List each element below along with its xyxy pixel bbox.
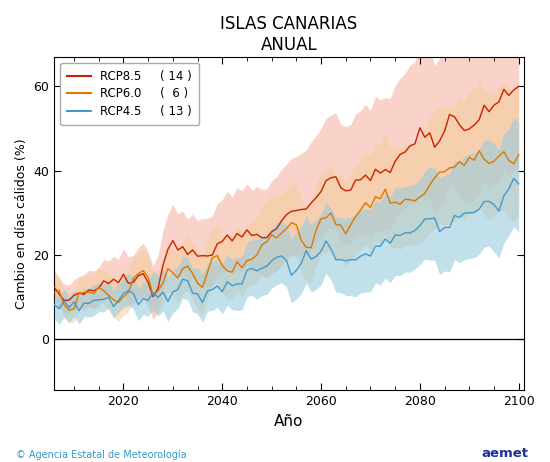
Text: © Agencia Estatal de Meteorología: © Agencia Estatal de Meteorología <box>16 449 187 460</box>
X-axis label: Año: Año <box>274 413 304 429</box>
Title: ISLAS CANARIAS
ANUAL: ISLAS CANARIAS ANUAL <box>221 15 358 54</box>
Y-axis label: Cambio en días cálidos (%): Cambio en días cálidos (%) <box>15 138 28 309</box>
Legend: RCP8.5     ( 14 ), RCP6.0     (  6 ), RCP4.5     ( 13 ): RCP8.5 ( 14 ), RCP6.0 ( 6 ), RCP4.5 ( 13… <box>60 63 199 125</box>
Text: aemet: aemet <box>481 447 528 460</box>
